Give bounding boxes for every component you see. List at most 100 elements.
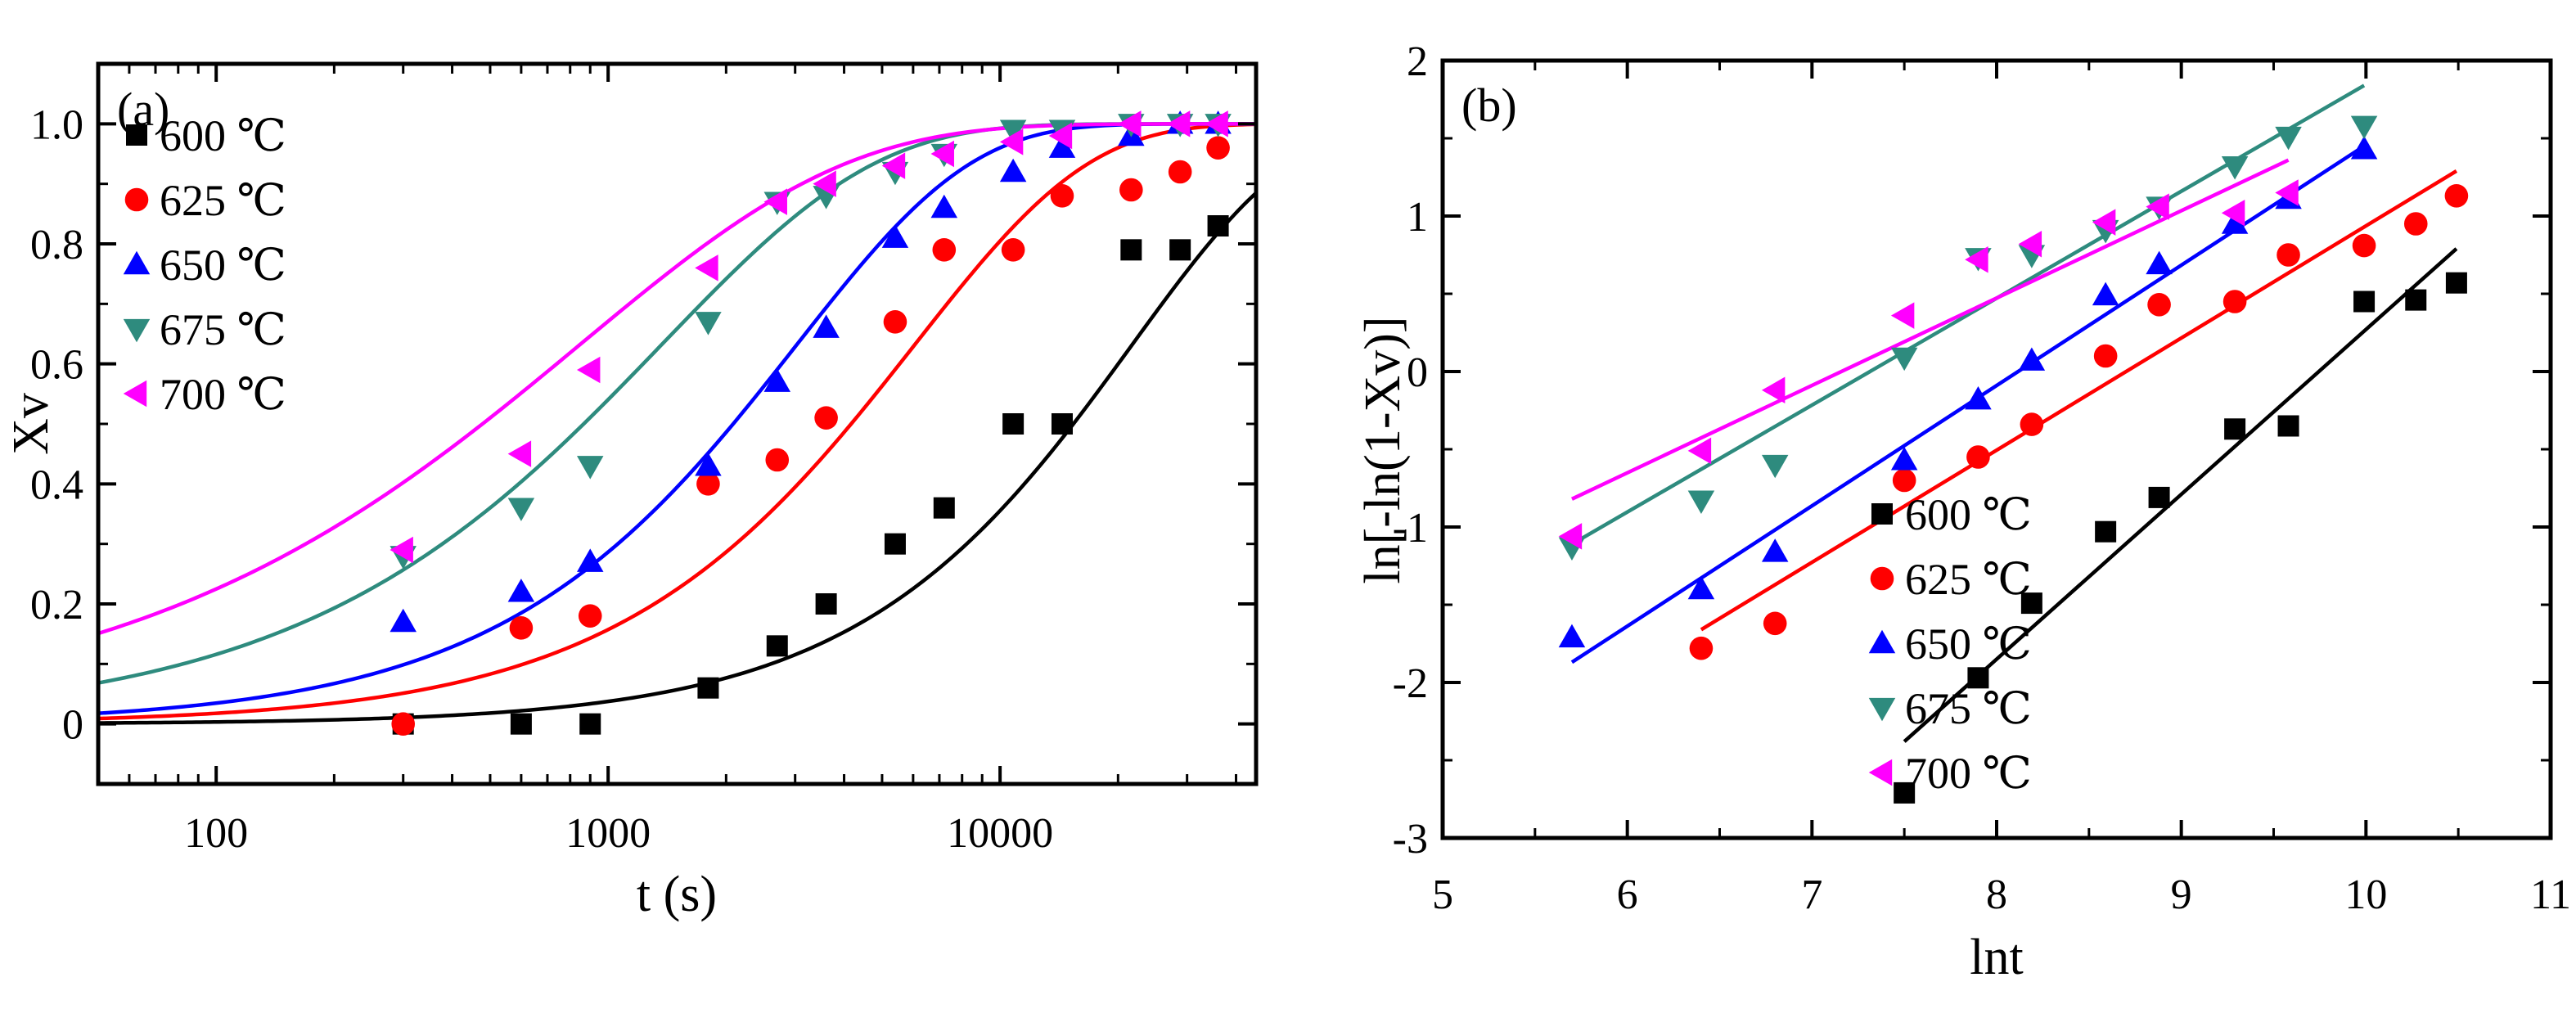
- data-point: [2020, 592, 2042, 615]
- fit-line-panel-b-series-3: [1570, 83, 2366, 546]
- data-point: [1168, 160, 1192, 184]
- data-point: [813, 314, 840, 338]
- legend-item: 675 ℃: [1868, 684, 2032, 733]
- data-point: [1120, 239, 1142, 261]
- x-tick-label: 8: [1986, 872, 2007, 918]
- data-point: [697, 677, 719, 699]
- legend-label: 600 ℃: [1905, 490, 2032, 539]
- data-point: [763, 188, 787, 215]
- data-point: [1206, 136, 1230, 160]
- x-axis-title: t (s): [637, 867, 717, 922]
- data-point: [2018, 347, 2046, 371]
- y-tick-label: 0.6: [30, 342, 83, 389]
- data-point: [1890, 302, 1915, 329]
- legend-label: 700 ℃: [160, 370, 286, 419]
- data-point: [884, 533, 906, 555]
- panel-b: 5 6 7 8 9 10 11 -3 -2 -1 0 1 2 lnt ln[-ln(1-Xv)] (b) 600…: [1355, 38, 2571, 985]
- data-point: [2350, 115, 2378, 140]
- data-point: [2095, 520, 2117, 543]
- data-point: [814, 406, 838, 430]
- x-tick-label: 7: [1801, 872, 1822, 918]
- data-point: [2222, 290, 2247, 313]
- data-point: [1207, 215, 1229, 236]
- data-point: [1761, 454, 1789, 479]
- legend-marker: [1868, 629, 1896, 654]
- data-point: [813, 170, 836, 197]
- data-point: [2350, 136, 2378, 160]
- x-tick-label: 100: [184, 810, 248, 857]
- data-point: [932, 238, 957, 262]
- data-point: [1890, 347, 1918, 372]
- data-point: [696, 472, 720, 496]
- data-point: [2403, 212, 2428, 236]
- x-tick-label: 6: [1617, 872, 1638, 918]
- x-axis-title: lnt: [1970, 930, 2023, 985]
- data-point: [930, 194, 958, 218]
- legend-marker: [1871, 503, 1893, 525]
- data-point: [578, 604, 602, 628]
- data-point: [509, 616, 534, 640]
- data-point: [695, 453, 722, 476]
- legend-label: 675 ℃: [160, 305, 286, 354]
- legend-label: 650 ℃: [160, 241, 286, 290]
- legend-item: 675 ℃: [123, 305, 286, 354]
- data-point: [999, 128, 1024, 155]
- data-point: [815, 593, 837, 615]
- data-point: [510, 713, 532, 735]
- data-point: [576, 456, 604, 480]
- fit-line-panel-a-series-0: [97, 191, 1258, 725]
- data-point: [999, 119, 1027, 143]
- data-point: [1048, 122, 1073, 150]
- series-panel-a-2: [390, 110, 1232, 633]
- data-point: [1890, 447, 1918, 471]
- x-tick-label: 11: [2530, 872, 2571, 918]
- legend-marker: [126, 124, 147, 146]
- legend-marker: [123, 250, 151, 275]
- data-point: [507, 579, 535, 602]
- data-point: [1050, 184, 1074, 208]
- series-panel-a-0: [392, 215, 1229, 735]
- series-panel-a-4: [390, 110, 1228, 564]
- legend-marker: [123, 380, 147, 408]
- data-point: [763, 368, 791, 392]
- y-axis-title: Xv: [3, 393, 59, 455]
- legend-label: 700 ℃: [1905, 749, 2032, 798]
- data-point: [1892, 468, 1916, 493]
- legend-label: 625 ℃: [160, 176, 286, 225]
- legend-label: 675 ℃: [1905, 684, 2032, 733]
- series-panel-b-2: [1558, 136, 2378, 648]
- data-point: [695, 312, 722, 336]
- data-point: [1558, 523, 1583, 550]
- data-point: [1687, 575, 1715, 600]
- legend-marker: [123, 318, 151, 343]
- data-point: [2148, 486, 2170, 508]
- data-point: [1761, 538, 1789, 562]
- data-point: [1763, 611, 1787, 636]
- data-point: [2092, 209, 2116, 236]
- legend-label: 625 ℃: [1905, 555, 2032, 604]
- legend: 600 ℃ 625 ℃ 650 ℃ 675 ℃ 700 ℃: [123, 111, 286, 419]
- y-tick-label: 2: [1407, 38, 1428, 85]
- data-point: [1169, 239, 1191, 261]
- x-tick-label: 10000: [947, 810, 1053, 857]
- data-point: [2221, 156, 2249, 180]
- y-tick-label: -2: [1393, 660, 1428, 707]
- data-point: [1048, 134, 1076, 158]
- data-point: [2275, 126, 2302, 151]
- legend-label: 650 ℃: [1905, 619, 2032, 669]
- data-point: [576, 548, 604, 572]
- series-panel-a-3: [390, 114, 1232, 570]
- data-point: [881, 224, 909, 248]
- data-point: [2353, 291, 2376, 313]
- y-tick-label: 1: [1407, 194, 1428, 241]
- legend-marker: [1868, 759, 1893, 786]
- legend-marker: [1868, 697, 1896, 722]
- data-point: [2146, 250, 2173, 275]
- data-point: [999, 158, 1027, 182]
- legend-marker: [1870, 566, 1894, 591]
- data-point: [2352, 233, 2376, 258]
- data-point: [1001, 238, 1025, 262]
- series-panel-b-1: [1689, 184, 2469, 660]
